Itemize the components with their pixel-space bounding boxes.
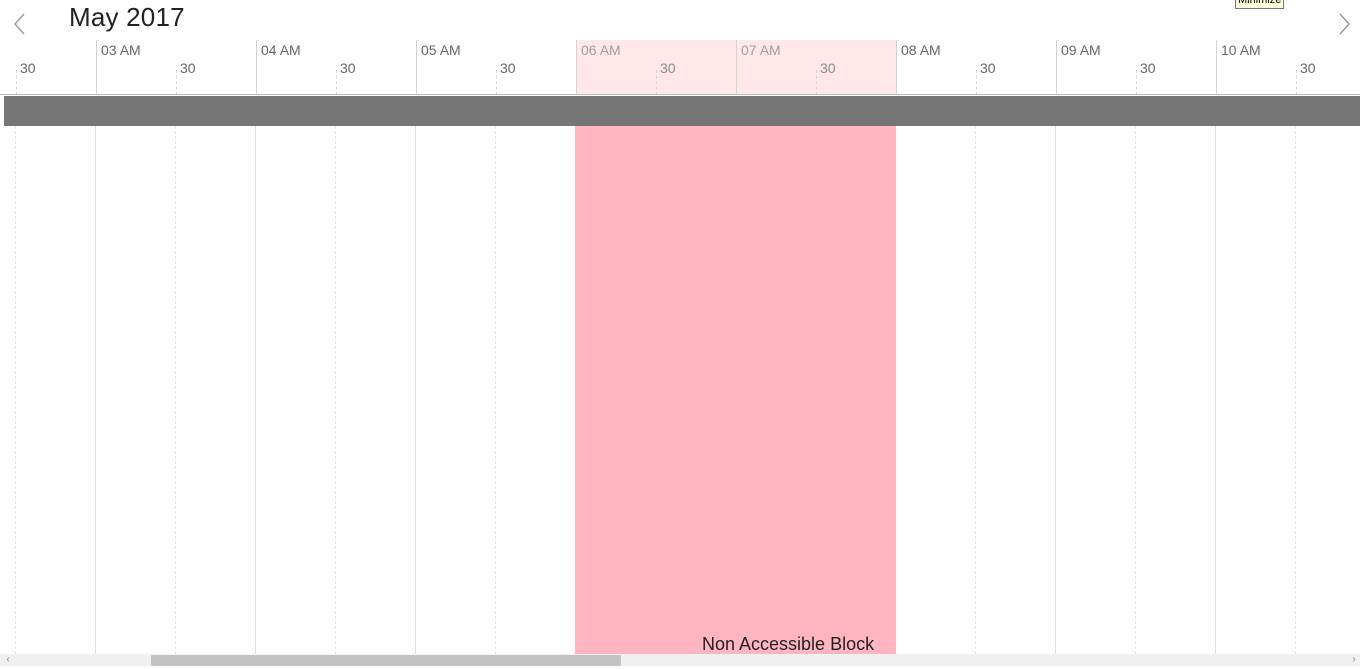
half-hour-label: 30 (980, 60, 996, 76)
hour-column-03am[interactable]: 03 AM (96, 40, 256, 95)
half-hour-tick (496, 70, 497, 95)
hour-label: 09 AM (1061, 42, 1101, 58)
non-accessible-block-label: Non Accessible Block (702, 634, 875, 654)
minimize-tooltip: Minimize (1235, 0, 1285, 9)
header-divider (0, 94, 1360, 95)
hour-column-08am[interactable]: 08 AM (896, 40, 1056, 95)
hour-column-04am[interactable]: 04 AM (256, 40, 416, 95)
half-hour-gridline (975, 126, 976, 654)
arrow-right-icon[interactable]: › (1352, 654, 1356, 665)
hour-label: 10 AM (1221, 42, 1261, 58)
scrollbar-thumb[interactable] (151, 655, 621, 666)
half-hour-tick (1136, 70, 1137, 95)
half-hour-tick (16, 70, 17, 95)
timeline-content[interactable]: Non Accessible Block (0, 126, 1360, 654)
time-header: 30 03 AM 30 04 AM 30 05 AM 30 06 AM 30 0… (0, 40, 1360, 95)
hour-gridline (1215, 126, 1216, 654)
half-hour-label: 30 (340, 60, 356, 76)
half-hour-gridline (495, 126, 496, 654)
non-accessible-block (575, 126, 896, 654)
half-hour-label: 30 (820, 60, 836, 76)
half-hour-gridline (15, 126, 16, 654)
hour-label: 06 AM (581, 42, 621, 58)
half-hour-gridline (335, 126, 336, 654)
next-button[interactable] (1334, 10, 1354, 38)
hour-label: 07 AM (741, 42, 781, 58)
chevron-right-icon (1339, 13, 1351, 35)
hour-column-05am[interactable]: 05 AM (416, 40, 576, 95)
hour-column-07am[interactable]: 07 AM (736, 40, 896, 95)
arrow-left-icon[interactable]: ‹ (6, 654, 10, 665)
half-hour-label: 30 (180, 60, 196, 76)
hour-label: 03 AM (101, 42, 141, 58)
half-hour-tick (816, 70, 817, 95)
hour-label: 05 AM (421, 42, 461, 58)
half-hour-label: 30 (1300, 60, 1316, 76)
half-hour-tick (976, 70, 977, 95)
horizontal-scrollbar[interactable]: ‹ › (0, 654, 1360, 666)
hour-column-06am[interactable]: 06 AM (576, 40, 736, 95)
half-hour-gridline (1135, 126, 1136, 654)
half-hour-tick (176, 70, 177, 95)
hour-gridline (1055, 126, 1056, 654)
half-hour-label: 30 (1140, 60, 1156, 76)
half-hour-label: 30 (500, 60, 516, 76)
half-hour-tick (1296, 70, 1297, 95)
resource-bar[interactable] (4, 96, 1360, 126)
hour-label: 08 AM (901, 42, 941, 58)
half-hour-gridline (175, 126, 176, 654)
chevron-left-icon (13, 13, 25, 35)
hour-label: 04 AM (261, 42, 301, 58)
half-hour-label: 30 (20, 60, 36, 76)
half-hour-tick (336, 70, 337, 95)
month-title[interactable]: May 2017 (69, 2, 185, 32)
half-hour-label: 30 (660, 60, 676, 76)
previous-button[interactable] (10, 10, 30, 38)
hour-column-10am[interactable]: 10 AM (1216, 40, 1360, 95)
hour-gridline (255, 126, 256, 654)
half-hour-gridline (1295, 126, 1296, 654)
hour-gridline (415, 126, 416, 654)
half-hour-tick (656, 70, 657, 95)
hour-column-09am[interactable]: 09 AM (1056, 40, 1216, 95)
hour-gridline (95, 126, 96, 654)
